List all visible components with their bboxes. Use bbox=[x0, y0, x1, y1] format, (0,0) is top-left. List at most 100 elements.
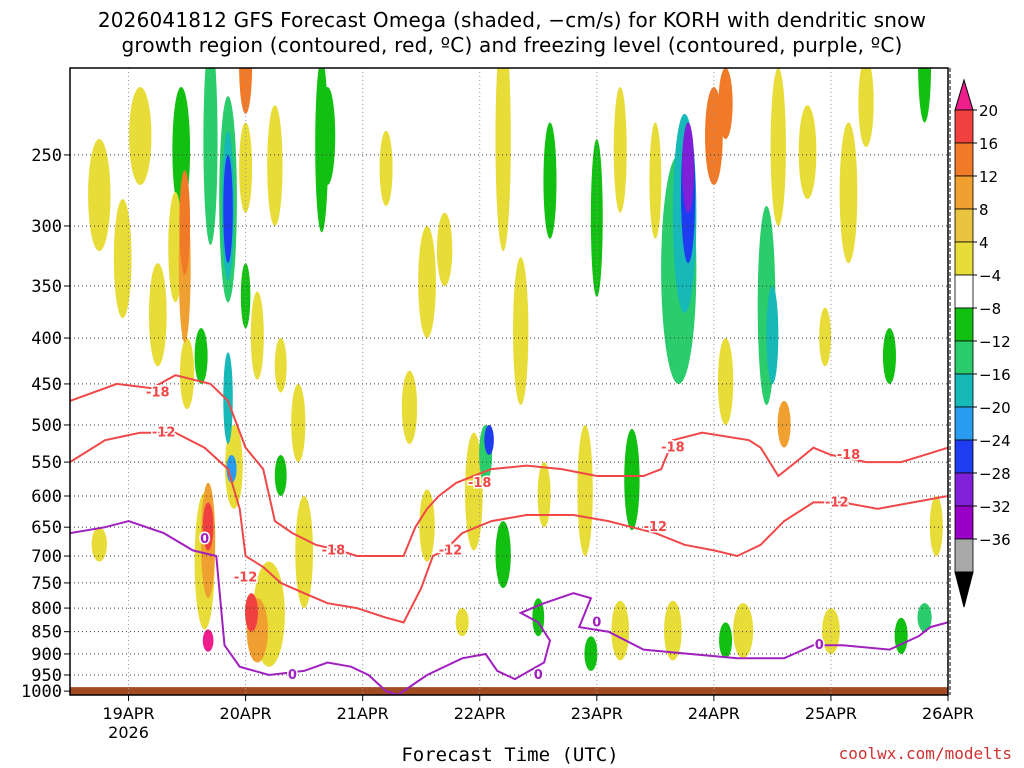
colorbar-label-7: −12 bbox=[979, 333, 1011, 351]
omega-cell-27 bbox=[770, 68, 786, 226]
colorbar-label-0: 20 bbox=[979, 102, 998, 120]
omega-cell-47 bbox=[590, 139, 603, 297]
y-tick-label-800: 800 bbox=[31, 599, 62, 619]
colorbar-label-1: 16 bbox=[979, 135, 998, 153]
omega-cell-67 bbox=[239, 68, 253, 114]
omega-cell-66 bbox=[223, 352, 233, 444]
contour-line-0 bbox=[70, 520, 948, 695]
omega-cell-75 bbox=[244, 593, 258, 632]
colorbar-label-8: −16 bbox=[979, 366, 1011, 384]
contour-label-1-3: -12 bbox=[644, 520, 668, 535]
omega-cell-45 bbox=[495, 521, 511, 589]
colorbar-swatch-5 bbox=[954, 241, 974, 276]
omega-cell-16 bbox=[418, 225, 436, 339]
omega-cell-0 bbox=[113, 199, 132, 319]
omega-cell-29 bbox=[819, 307, 832, 367]
omega-cell-32 bbox=[929, 495, 943, 557]
omega-cell-14 bbox=[379, 130, 393, 206]
omega-cell-58 bbox=[203, 68, 218, 245]
omega-cell-2 bbox=[129, 87, 152, 185]
omega-cell-30 bbox=[839, 122, 858, 264]
colorbar-swatch-8 bbox=[954, 340, 974, 375]
colorbar-label-12: −32 bbox=[979, 498, 1011, 516]
omega-cell-73 bbox=[718, 68, 733, 140]
colorbar-swatch-4 bbox=[954, 208, 974, 243]
omega-cell-21 bbox=[513, 257, 529, 405]
omega-cell-17 bbox=[419, 489, 435, 562]
chart-title-line-2: growth region (contoured, red, ºC) and f… bbox=[121, 33, 903, 57]
colorbar-label-2: 12 bbox=[979, 168, 998, 186]
colorbar-label-3: 8 bbox=[979, 201, 989, 219]
contour-label-1-2: -12 bbox=[439, 543, 463, 558]
colorbar-label-9: −20 bbox=[979, 399, 1011, 417]
omega-cell-46 bbox=[543, 122, 557, 239]
colorbar-swatch-14 bbox=[954, 538, 974, 573]
y-tick-label-700: 700 bbox=[31, 547, 62, 567]
omega-cell-13 bbox=[291, 383, 306, 463]
contour-label-1-1: -12 bbox=[234, 571, 258, 586]
y-tick-label-250: 250 bbox=[31, 146, 62, 166]
omega-cell-51 bbox=[719, 622, 733, 659]
ground-strip bbox=[70, 687, 948, 695]
omega-cell-80 bbox=[223, 154, 233, 264]
omega-cell-33 bbox=[611, 600, 630, 661]
omega-cell-38 bbox=[91, 527, 107, 562]
y-tick-label-550: 550 bbox=[31, 453, 62, 473]
colorbar-bottom-arrow bbox=[954, 571, 974, 608]
omega-cell-3 bbox=[148, 263, 167, 367]
x-tick-label-25APR: 25APR bbox=[805, 704, 857, 723]
colorbar-label-13: −36 bbox=[979, 531, 1011, 549]
colorbar-label-10: −24 bbox=[979, 432, 1011, 450]
omega-cell-18 bbox=[436, 212, 453, 287]
colorbar-label-11: −28 bbox=[979, 465, 1011, 483]
omega-shading bbox=[88, 68, 943, 671]
omega-cell-37 bbox=[455, 608, 469, 637]
y-tick-label-600: 600 bbox=[31, 487, 62, 507]
colorbar-top-arrow bbox=[954, 78, 974, 111]
omega-cell-26 bbox=[717, 338, 734, 425]
x-tick-label-23APR: 23APR bbox=[571, 704, 623, 723]
contour-label-0-1: -18 bbox=[468, 476, 492, 491]
x-tick-label-26APR: 26APR bbox=[922, 704, 974, 723]
omega-cell-12 bbox=[295, 495, 313, 609]
omega-cell-71 bbox=[179, 170, 191, 275]
omega-cell-65 bbox=[917, 603, 932, 632]
contour-label-2-2: 0 bbox=[534, 668, 543, 683]
colorbar-label-4: 4 bbox=[979, 234, 989, 252]
contour-label-1-0: -12 bbox=[152, 426, 176, 441]
colorbar-swatch-2 bbox=[954, 142, 974, 177]
colorbar-swatch-13 bbox=[954, 505, 974, 540]
omega-cell-74 bbox=[202, 502, 214, 551]
omega-cell-1 bbox=[88, 139, 111, 252]
colorbar-swatch-10 bbox=[954, 406, 974, 441]
y-tick-label-450: 450 bbox=[31, 375, 62, 395]
omega-cell-31 bbox=[858, 68, 874, 148]
colorbar-swatch-1 bbox=[954, 109, 974, 144]
y-tick-label-900: 900 bbox=[31, 645, 62, 665]
colorbar-swatch-11 bbox=[954, 439, 974, 474]
colorbar-swatch-6 bbox=[954, 274, 974, 309]
contour-label-1-4: -12 bbox=[825, 495, 849, 510]
omega-cell-15 bbox=[401, 370, 418, 444]
contour-label-2-3: 0 bbox=[592, 615, 601, 630]
contour-line--12 bbox=[70, 431, 948, 624]
contour-line--18 bbox=[70, 374, 948, 557]
y-tick-label-650: 650 bbox=[31, 518, 62, 538]
omega-cell-52 bbox=[894, 617, 908, 654]
omega-cell-42 bbox=[240, 263, 251, 329]
y-tick-label-500: 500 bbox=[31, 416, 62, 436]
x-tick-sublabel-2026: 2026 bbox=[108, 723, 149, 742]
omega-cell-24 bbox=[613, 87, 627, 213]
contour-label-0-4: -18 bbox=[322, 543, 346, 558]
omega-cell-7 bbox=[274, 338, 287, 393]
source-credit: coolwx.com/modelts bbox=[838, 744, 1012, 763]
omega-cell-41 bbox=[194, 328, 208, 384]
x-tick-label-22APR: 22APR bbox=[454, 704, 506, 723]
omega-cell-34 bbox=[664, 600, 682, 661]
x-tick-label-20APR: 20APR bbox=[220, 704, 272, 723]
omega-cell-69 bbox=[705, 87, 723, 185]
contours: -18 -18 -18 -18 -18 -12 -12 -12 -12 -12 0 0 0 0 0 bbox=[70, 374, 948, 695]
x-axis-label: Forecast Time (UTC) bbox=[401, 744, 619, 766]
contour-label-0-3: -18 bbox=[837, 448, 861, 463]
